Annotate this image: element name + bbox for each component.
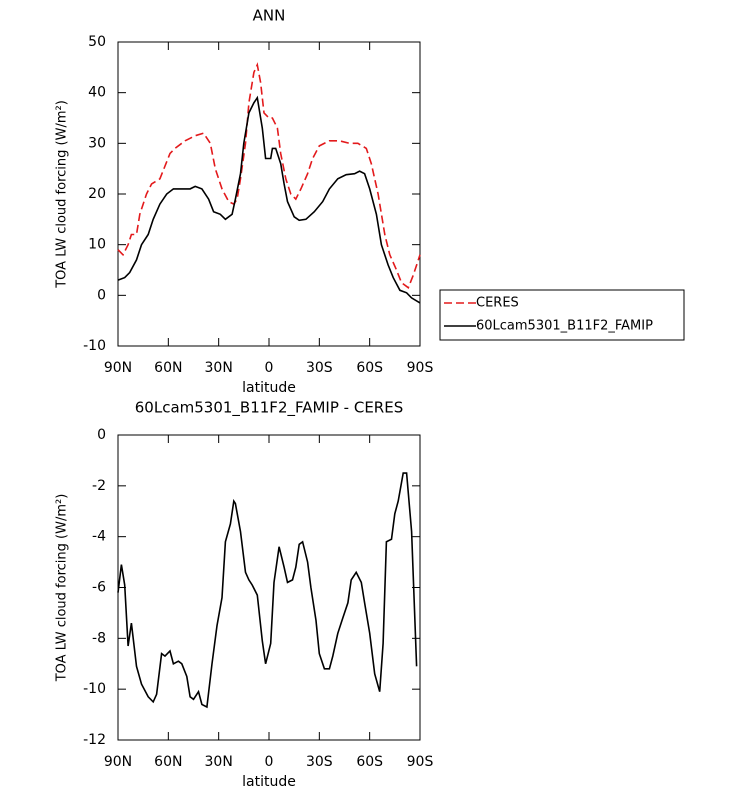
x-tick-label: 0	[265, 360, 274, 376]
x-tick-label: 90N	[104, 360, 132, 376]
y-tick-label: 0	[97, 287, 106, 303]
y-tick-label: -10	[83, 338, 106, 354]
x-tick-label: 90S	[407, 360, 434, 376]
y-tick-label: -8	[92, 630, 106, 646]
x-tick-label: 90N	[104, 754, 132, 770]
y-tick-label: 30	[88, 135, 106, 151]
x-tick-label: 30S	[306, 754, 333, 770]
chart-title: 60Lcam5301_B11F2_FAMIP - CERES	[135, 399, 403, 418]
x-tick-label: 30N	[205, 360, 233, 376]
series-line	[117, 95, 421, 304]
y-tick-label: -12	[83, 732, 106, 748]
y-tick-label: 20	[88, 186, 106, 202]
y-axis-label: TOA LW cloud forcing (W/m²)	[55, 100, 70, 289]
y-tick-label: 10	[88, 237, 106, 253]
x-tick-label: 60N	[154, 360, 182, 376]
y-axis-label: TOA LW cloud forcing (W/m²)	[55, 494, 70, 683]
x-axis-label: latitude	[242, 774, 296, 790]
y-tick-label: 40	[88, 85, 106, 101]
x-tick-label: 90S	[407, 754, 434, 770]
series-line	[117, 472, 418, 709]
x-tick-label: 30N	[205, 754, 233, 770]
y-tick-label: 50	[88, 34, 106, 50]
y-tick-label: -6	[92, 580, 106, 596]
y-tick-label: -10	[83, 681, 106, 697]
x-tick-label: 60N	[154, 754, 182, 770]
series-line	[117, 62, 421, 289]
x-tick-label: 60S	[356, 754, 383, 770]
legend-box	[439, 289, 685, 341]
legend-label: 60Lcam5301_B11F2_FAMIP	[476, 319, 653, 334]
x-tick-label: 60S	[356, 360, 383, 376]
y-tick-label: -4	[92, 529, 106, 545]
x-tick-label: 0	[265, 754, 274, 770]
chart-title: ANN	[253, 7, 286, 25]
legend-label: CERES	[476, 296, 519, 311]
y-tick-label: 0	[97, 427, 106, 443]
y-tick-label: -2	[92, 478, 106, 494]
x-axis-label: latitude	[242, 380, 296, 396]
x-tick-label: 30S	[306, 360, 333, 376]
